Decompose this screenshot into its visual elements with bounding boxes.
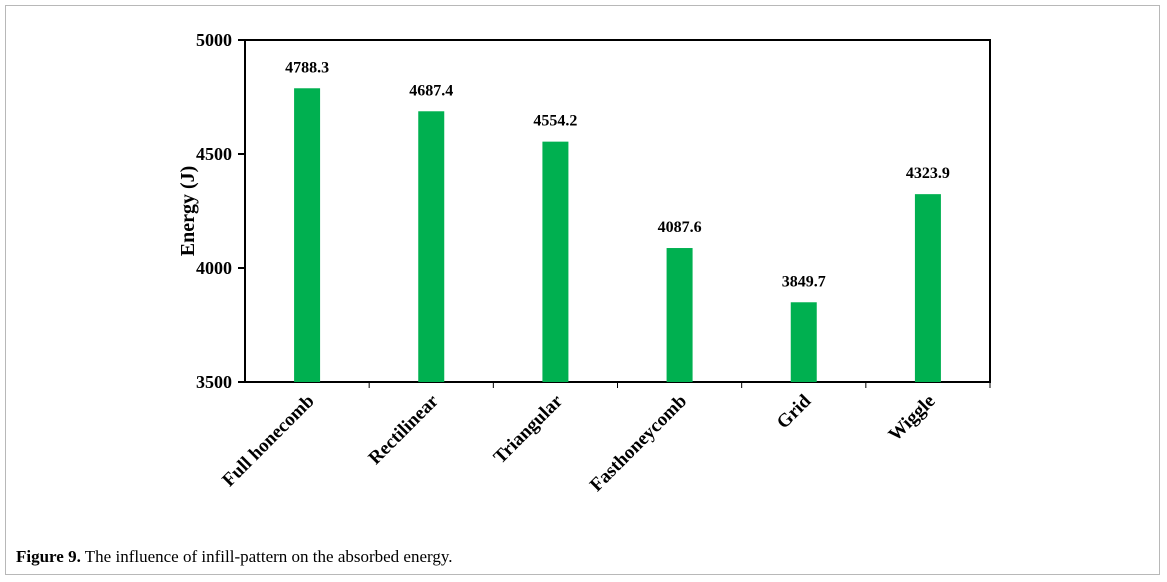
y-tick-label: 5000	[196, 30, 232, 50]
bar-value-label: 4687.4	[409, 82, 453, 99]
bar-value-label: 4087.6	[658, 219, 702, 236]
x-category-label: Triangular	[490, 390, 568, 468]
y-tick-label: 3500	[196, 372, 232, 392]
x-category-label: Grid	[773, 390, 816, 433]
figure-caption-text: The influence of infill-pattern on the a…	[80, 547, 453, 566]
x-category-label: Rectilinear	[365, 390, 444, 469]
x-category-label: Full honecomb	[218, 391, 318, 491]
figure-caption: Figure 9. The influence of infill-patter…	[16, 547, 453, 567]
y-tick-label: 4500	[196, 144, 232, 164]
bar	[914, 194, 941, 382]
bar	[418, 111, 445, 382]
figure-caption-label: Figure 9.	[16, 547, 81, 566]
y-tick-label: 4000	[196, 258, 232, 278]
bar	[790, 302, 817, 382]
bar-value-label: 4554.2	[533, 113, 577, 130]
bar	[294, 88, 321, 382]
figure-frame	[5, 5, 1160, 575]
y-axis-title: Energy (J)	[177, 166, 199, 257]
bar	[666, 248, 693, 382]
bar-value-label: 3849.7	[782, 273, 826, 290]
bar-value-label: 4788.3	[285, 59, 329, 76]
plot-border	[244, 39, 991, 383]
bar-value-label: 4323.9	[906, 165, 950, 182]
x-category-label: Wiggle	[885, 391, 940, 446]
bar	[542, 141, 569, 382]
x-category-label: Fasthoneycomb	[586, 391, 691, 496]
plot-area: 3500 4000 4500 5000 4788.3 Full honecomb 4687.…	[196, 30, 991, 496]
